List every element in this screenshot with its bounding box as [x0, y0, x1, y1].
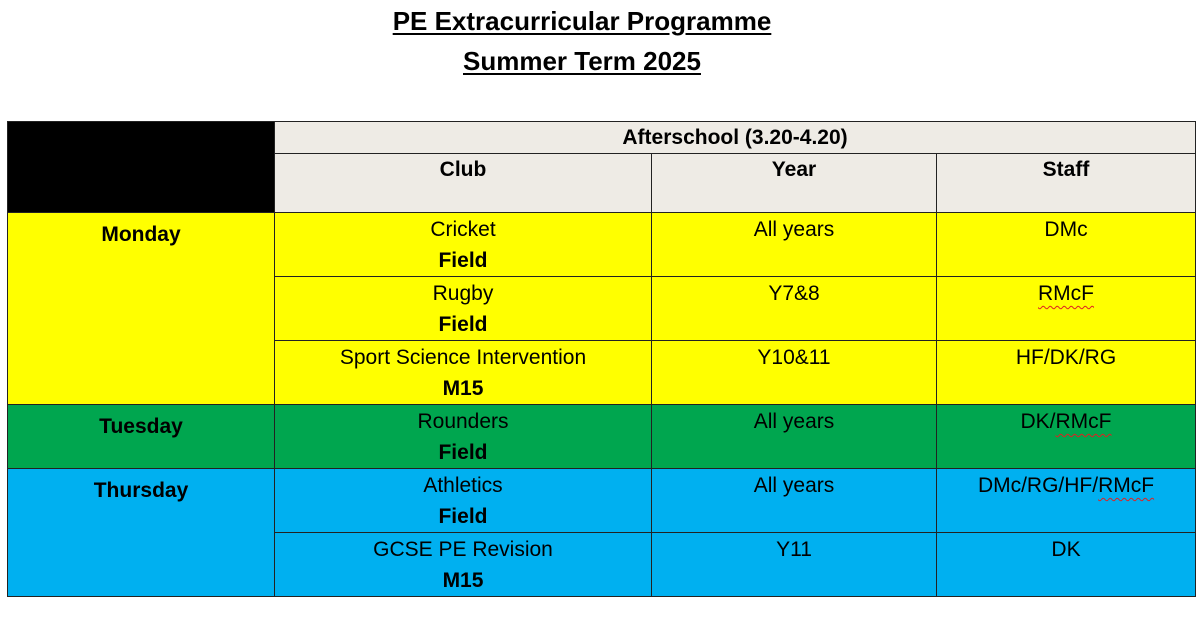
- day-label-tuesday: Tuesday: [7, 404, 275, 469]
- year-cell: Y7&8: [651, 276, 937, 341]
- staff-cell: HF/DK/RG: [935, 340, 1197, 405]
- page-title: PE Extracurricular Programme: [392, 6, 772, 36]
- club-location: M15: [442, 569, 484, 592]
- year-cell: All years: [651, 468, 937, 533]
- club-cell: Sport Science Intervention M15: [274, 340, 652, 405]
- staff-cell: DMc: [935, 212, 1197, 277]
- day-label-thursday: Thursday: [7, 468, 275, 597]
- club-location: Field: [438, 313, 488, 336]
- year-cell: Y11: [651, 532, 937, 597]
- club-name: Athletics: [423, 474, 503, 497]
- staff-names: DMc/RG/HF/: [977, 474, 1099, 497]
- staff-name-flagged: RMcF: [1098, 474, 1155, 497]
- staff-name-flagged: RMcF: [1055, 410, 1112, 433]
- day-label-monday: Monday: [7, 212, 275, 405]
- club-cell: GCSE PE Revision M15: [274, 532, 652, 597]
- staff-cell: DK/RMcF: [935, 404, 1197, 469]
- page-subtitle: Summer Term 2025: [463, 46, 701, 76]
- column-header-staff: Staff: [935, 153, 1197, 213]
- year-cell: All years: [651, 212, 937, 277]
- club-cell: Rugby Field: [274, 276, 652, 341]
- club-location: Field: [438, 249, 488, 272]
- session-header: Afterschool (3.20-4.20): [273, 121, 1197, 154]
- staff-name-flagged: RMcF: [1038, 282, 1095, 305]
- schedule-table: Afterschool (3.20-4.20) Club Year Staff …: [7, 121, 1197, 597]
- corner-cell: [7, 121, 275, 213]
- club-name: Sport Science Intervention: [339, 346, 587, 369]
- club-location: M15: [442, 377, 484, 400]
- staff-cell: RMcF: [935, 276, 1197, 341]
- club-name: GCSE PE Revision: [373, 538, 553, 561]
- club-cell: Cricket Field: [274, 212, 652, 277]
- club-name: Cricket: [430, 218, 496, 241]
- year-cell: Y10&11: [651, 340, 937, 405]
- table-row: Rugby Field Y7&8 RMcF: [7, 276, 1197, 341]
- club-cell: Rounders Field: [274, 404, 652, 469]
- year-cell: All years: [651, 404, 937, 469]
- staff-cell: DMc/RG/HF/RMcF: [935, 468, 1197, 533]
- column-header-year: Year: [651, 153, 937, 213]
- table-row: Monday Cricket Field All years DMc: [7, 212, 1197, 405]
- club-name: Rugby: [432, 282, 494, 305]
- club-cell: Athletics Field: [274, 468, 652, 533]
- table-row: Tuesday Rounders Field All years DK/RMcF: [7, 404, 1197, 469]
- staff-cell: DK: [935, 532, 1197, 597]
- staff-names: DK/: [1020, 410, 1056, 433]
- table-row: Thursday Athletics Field All years DMc/R…: [7, 468, 1197, 597]
- club-name: Rounders: [417, 410, 509, 433]
- club-location: Field: [438, 505, 488, 528]
- column-header-club: Club: [274, 153, 652, 213]
- club-location: Field: [438, 441, 488, 464]
